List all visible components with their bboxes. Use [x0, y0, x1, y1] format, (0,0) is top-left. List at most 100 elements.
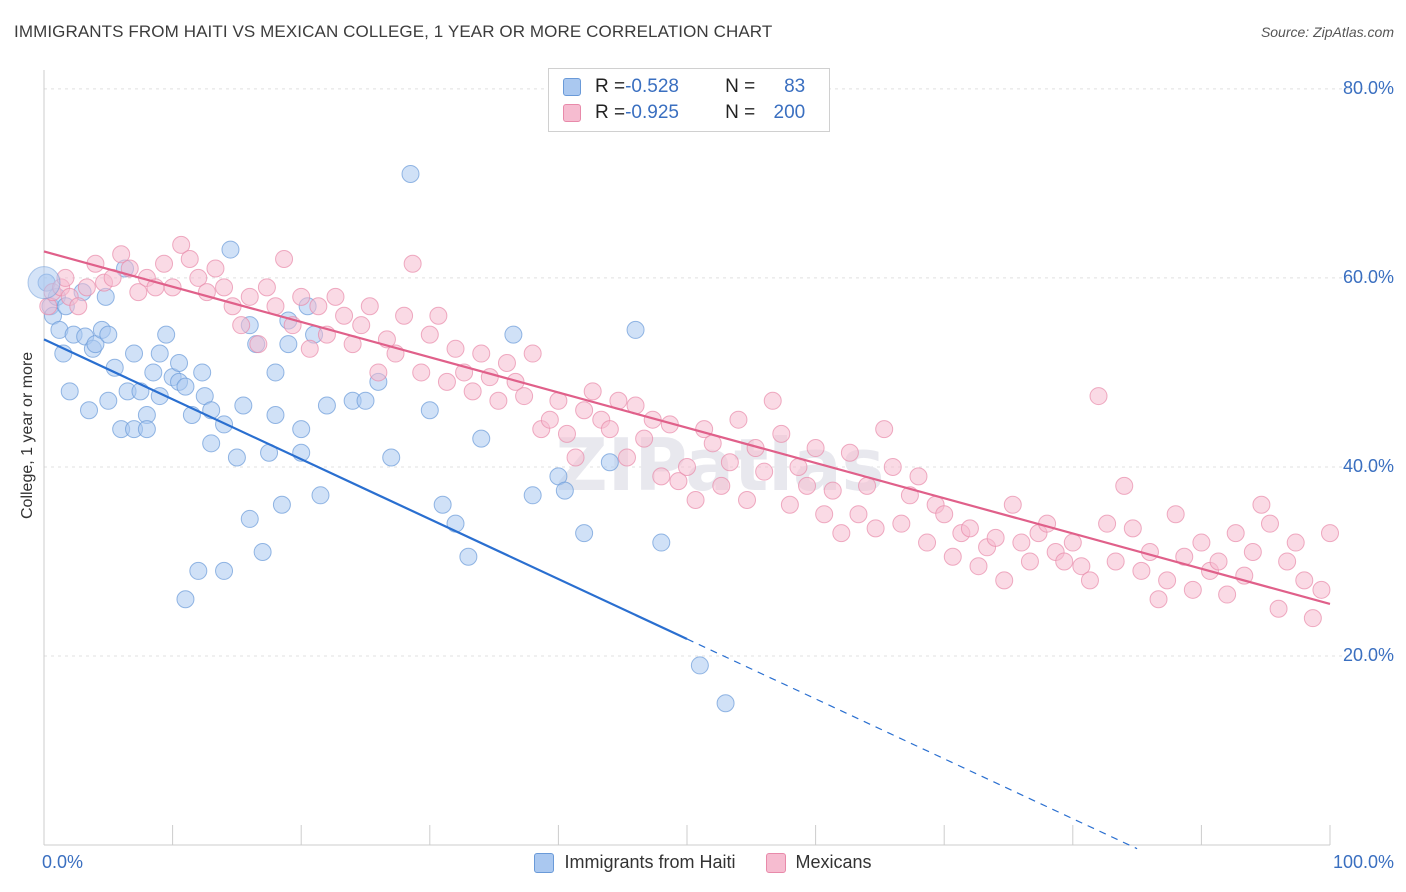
point-mexicans: [858, 476, 877, 495]
point-mexicans: [1321, 524, 1339, 543]
legend-swatch-mexicans: [563, 104, 581, 122]
point-haiti: [176, 377, 195, 396]
point-mexicans: [223, 297, 242, 316]
point-mexicans: [309, 297, 328, 316]
grid-lines: [44, 88, 1395, 657]
legend-r-label: R =: [595, 102, 626, 123]
point-haiti: [202, 434, 221, 453]
stats-legend: R = -0.528 N = 83 R = -0.925 N = 200: [548, 68, 830, 132]
point-mexicans: [995, 571, 1014, 590]
point-haiti: [80, 401, 99, 420]
point-mexicans: [883, 457, 902, 476]
point-mexicans: [1149, 590, 1168, 609]
point-mexicans: [1269, 599, 1288, 618]
point-mexicans: [600, 420, 619, 439]
point-haiti: [523, 486, 542, 505]
point-mexicans: [1252, 495, 1271, 514]
point-mexicans: [472, 344, 491, 363]
point-mexicans: [1038, 514, 1057, 533]
point-mexicans: [1115, 476, 1134, 495]
point-mexicans: [1260, 514, 1279, 533]
point-mexicans: [515, 387, 534, 406]
point-mexicans: [300, 339, 319, 358]
point-mexicans: [875, 420, 894, 439]
point-haiti: [176, 590, 195, 609]
point-mexicans: [112, 245, 131, 264]
point-mexicans: [326, 287, 345, 306]
point-mexicans: [1226, 524, 1245, 543]
point-mexicans: [489, 391, 508, 410]
point-haiti: [170, 353, 189, 372]
point-haiti: [433, 495, 452, 514]
point-haiti: [356, 391, 375, 410]
point-mexicans: [240, 287, 259, 306]
point-mexicans: [69, 297, 88, 316]
point-mexicans: [1089, 387, 1108, 406]
point-mexicans: [429, 306, 448, 325]
point-mexicans: [892, 514, 911, 533]
point-mexicans: [1295, 571, 1314, 590]
legend-n-value: 200: [773, 102, 806, 123]
point-haiti: [105, 358, 124, 377]
point-mexicans: [986, 528, 1005, 547]
legend-item-mexicans: Mexicans: [765, 852, 872, 873]
point-mexicans: [1072, 557, 1091, 576]
point-mexicans: [523, 344, 542, 363]
point-mexicans: [652, 467, 671, 486]
point-mexicans: [1218, 585, 1237, 604]
point-mexicans: [1166, 505, 1185, 524]
point-haiti: [575, 524, 594, 543]
point-mexicans: [403, 254, 422, 273]
point-mexicans: [292, 287, 311, 306]
point-mexicans: [257, 278, 276, 297]
point-mexicans: [1106, 552, 1125, 571]
point-haiti: [150, 344, 169, 363]
series-legend: Immigrants from Haiti Mexicans: [0, 852, 1406, 873]
point-mexicans: [935, 505, 954, 524]
x-tick-label-max: 100.0%: [1332, 852, 1394, 872]
point-haiti: [157, 325, 176, 344]
point-haiti: [472, 429, 491, 448]
point-haiti: [652, 533, 671, 552]
point-mexicans: [395, 306, 414, 325]
point-mexicans: [729, 410, 748, 429]
point-mexicans: [369, 363, 388, 382]
point-mexicans: [155, 254, 174, 273]
legend-n-label: N =: [725, 102, 756, 123]
point-haiti: [504, 325, 523, 344]
x-tick-label-min: 0.0%: [42, 852, 84, 872]
point-mexicans: [463, 382, 482, 401]
point-mexicans: [866, 519, 885, 538]
chart-title: IMMIGRANTS FROM HAITI VS MEXICAN COLLEGE…: [14, 22, 773, 41]
legend-r-label: R =: [595, 76, 626, 97]
point-mexicans: [77, 278, 96, 297]
legend-swatch-haiti: [563, 78, 581, 96]
legend-r-value: -0.925: [625, 102, 679, 123]
point-haiti: [137, 420, 156, 439]
point-mexicans: [557, 424, 576, 443]
point-mexicans: [335, 306, 354, 325]
point-mexicans: [1012, 533, 1031, 552]
point-mexicans: [1063, 533, 1082, 552]
legend-row-haiti: R = -0.528 N = 83: [563, 75, 805, 99]
point-mexicans: [1003, 495, 1022, 514]
point-mexicans: [617, 448, 636, 467]
point-haiti: [292, 420, 311, 439]
axes: [43, 70, 1331, 846]
point-haiti: [240, 509, 259, 528]
point-mexicans: [823, 481, 842, 500]
point-mexicans: [1192, 533, 1211, 552]
point-mexicans: [806, 439, 825, 458]
point-mexicans: [943, 547, 962, 566]
legend-n-value: 83: [784, 76, 806, 97]
point-haiti: [317, 396, 336, 415]
point-mexicans: [686, 491, 705, 510]
point-mexicans: [446, 339, 465, 358]
point-haiti: [144, 363, 163, 382]
point-mexicans: [763, 391, 782, 410]
point-mexicans: [275, 250, 294, 269]
point-haiti: [234, 396, 253, 415]
point-mexicans: [1303, 609, 1322, 628]
point-haiti: [382, 448, 401, 467]
point-haiti: [311, 486, 330, 505]
